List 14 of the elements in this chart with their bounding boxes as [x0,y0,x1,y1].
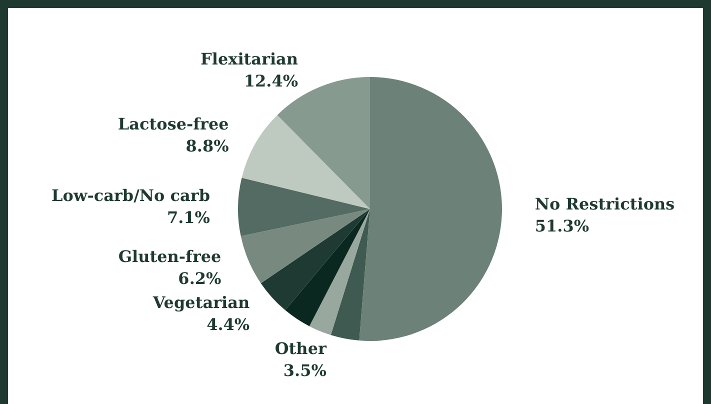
data-label: 12.4% [244,72,298,91]
data-label: 4.4% [206,315,250,334]
data-label: 8.8% [186,136,229,156]
data-label: 51.3% [534,216,590,236]
slice-label: Lactose-free [118,114,229,134]
slice-label: No Restrictions [534,194,675,214]
slice-label: Flexitarian [200,50,298,69]
slice-label: Low-carb/No carb [52,186,210,206]
slice-label: Vegetarian [152,293,250,312]
slice-label: Gluten-free [118,247,222,266]
data-label: 6.2% [178,269,222,288]
data-label: 3.5% [283,361,326,380]
slice-label: Other [274,339,327,358]
data-label: 7.1% [166,208,210,228]
